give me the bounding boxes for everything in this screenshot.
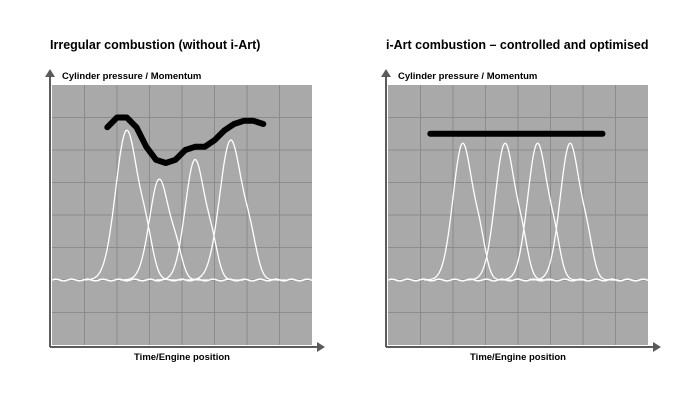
chart-left-grid	[52, 85, 312, 345]
pressure-curve-4	[530, 142, 619, 281]
chart-left-pressure-curves	[51, 129, 313, 282]
chart-left: Irregular combustion (without i-Art) Cyl…	[45, 38, 325, 363]
pressure-curve-3	[498, 142, 587, 281]
chart-left-y-axis-arrow	[45, 69, 55, 77]
chart-right-y-axis-arrow	[381, 69, 391, 77]
chart-left-momentum-line	[104, 114, 267, 166]
pressure-curve-4	[186, 139, 286, 281]
chart-left-xlabel: Time/Engine position	[134, 352, 230, 363]
chart-left-ylabel: Cylinder pressure / Momentum	[62, 71, 201, 82]
pressure-curve-3	[155, 158, 244, 281]
chart-right-x-axis-arrow	[653, 342, 661, 352]
chart-right-pressure-curves	[387, 142, 649, 282]
chart-left-title: Irregular combustion (without i-Art)	[50, 38, 260, 52]
chart-right-xlabel: Time/Engine position	[470, 352, 566, 363]
chart-right: i-Art combustion – controlled and optimi…	[381, 38, 661, 363]
pressure-baseline	[387, 278, 649, 282]
chart-left-x-axis-arrow	[317, 342, 325, 352]
pressure-baseline	[51, 278, 313, 282]
chart-right-ylabel: Cylinder pressure / Momentum	[398, 71, 537, 82]
chart-right-grid	[388, 85, 648, 345]
pressure-curve-1	[423, 142, 512, 281]
chart-right-title: i-Art combustion – controlled and optimi…	[386, 38, 649, 52]
